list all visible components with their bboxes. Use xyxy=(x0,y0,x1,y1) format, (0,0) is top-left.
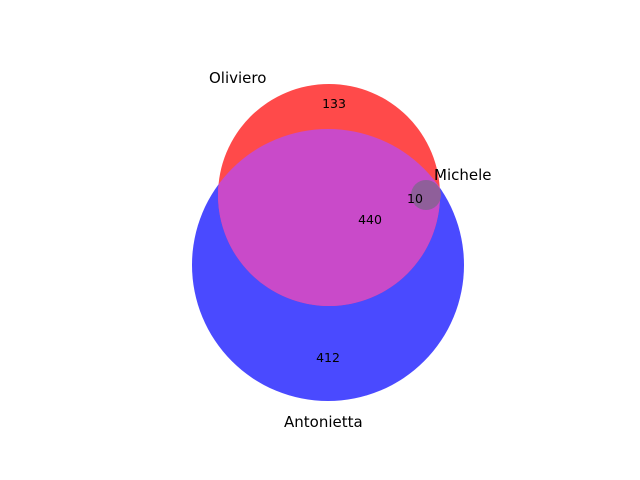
region-label-antonietta-only: 412 xyxy=(316,350,340,365)
circle-michele xyxy=(411,180,441,210)
set-labels: Oliviero Michele Antonietta xyxy=(209,69,492,431)
set-label-michele: Michele xyxy=(434,166,492,184)
region-label-oliviero-only: 133 xyxy=(322,96,346,111)
set-label-antonietta: Antonietta xyxy=(284,413,363,431)
set-label-oliviero: Oliviero xyxy=(209,69,266,87)
region-label-oliviero-antonietta: 440 xyxy=(358,212,382,227)
region-labels: 133 440 10 412 xyxy=(316,96,423,365)
region-label-all-three: 10 xyxy=(407,191,423,206)
venn-circles xyxy=(192,84,464,401)
